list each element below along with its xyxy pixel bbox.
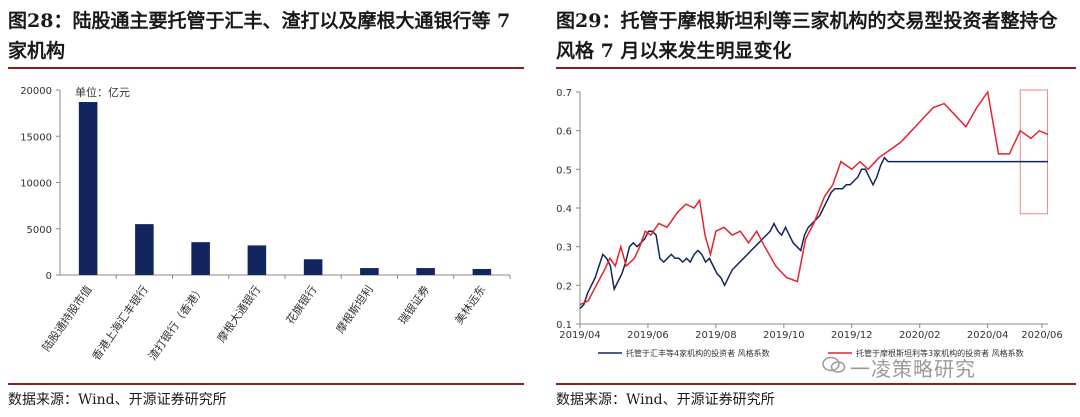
line-y-tick-label: 0.7 bbox=[556, 88, 572, 99]
right-title-rule bbox=[556, 67, 1076, 69]
line-x-tick-label: 2020/02 bbox=[899, 330, 941, 341]
bar bbox=[472, 268, 492, 275]
line-x-tick-label: 2019/10 bbox=[763, 330, 805, 341]
bar bbox=[191, 242, 210, 275]
bar-category-label: 渣打银行（香港） bbox=[145, 283, 207, 363]
line-x-tick-label: 2019/08 bbox=[695, 330, 737, 341]
line-x-tick-label: 2020/04 bbox=[967, 330, 1009, 341]
line-x-tick-label: 2019/06 bbox=[627, 330, 669, 341]
bar-category-label: 陆股通持股市值 bbox=[39, 283, 95, 354]
left-bottom-rule bbox=[8, 383, 524, 385]
wechat-logo-icon bbox=[822, 356, 846, 373]
line-x-tick-label: 2019/12 bbox=[831, 330, 873, 341]
right-chart-title: 图29：托管于摩根斯坦利等三家机构的交易型投资者整持仓风格 7 月以来发生明显变… bbox=[556, 10, 1058, 62]
bar bbox=[303, 259, 323, 275]
legend-label: 托管于汇丰等4家机构的投资者 风格系数 bbox=[626, 348, 770, 358]
bar bbox=[135, 224, 154, 275]
line-y-tick-label: 0.1 bbox=[556, 320, 572, 331]
bar bbox=[247, 245, 267, 275]
bar-y-tick-label: 15000 bbox=[20, 132, 52, 143]
bar-category-label: 花旗银行 bbox=[283, 283, 320, 327]
series-line-blue bbox=[579, 156, 1048, 310]
line-y-tick-label: 0.6 bbox=[556, 127, 572, 138]
left-title-rule bbox=[8, 67, 524, 69]
left-chart-title: 图28：陆股通主要托管于汇丰、渣打以及摩根大通银行等 7 家机构 bbox=[8, 10, 511, 62]
bar-category-label: 瑞银证券 bbox=[395, 283, 432, 327]
legend-label: 托管于摩根斯坦利等3家机构的投资者 风格系数 bbox=[856, 348, 1024, 358]
left-source-note: 数据来源：Wind、开源证券研究所 bbox=[8, 392, 227, 408]
bar-y-tick-label: 0 bbox=[46, 271, 52, 282]
bar-y-tick-label: 10000 bbox=[20, 179, 52, 190]
series-line-red bbox=[579, 90, 1049, 306]
right-chart-panel: 图29：托管于摩根斯坦利等三家机构的交易型投资者整持仓风格 7 月以来发生明显变… bbox=[548, 0, 1080, 417]
bar-category-label: 摩根大通银行 bbox=[214, 283, 263, 345]
right-bottom-rule bbox=[556, 383, 1076, 385]
bar bbox=[360, 268, 379, 275]
line-x-tick-label: 2020/06 bbox=[1021, 330, 1063, 341]
line-y-tick-label: 0.3 bbox=[556, 243, 572, 254]
bar bbox=[78, 102, 98, 276]
watermark-text: 一凌策略研究 bbox=[850, 357, 976, 381]
bar-category-label: 美林远东 bbox=[452, 283, 489, 327]
left-chart-panel: 图28：陆股通主要托管于汇丰、渣打以及摩根大通银行等 7 家机构 0 5000 10… bbox=[0, 0, 528, 417]
bar-category-label: 香港上海汇丰银行 bbox=[89, 283, 151, 363]
line-chart: 0.1 0.2 0.3 0.4 0.5 0.6 0.7 2019/04 2019/06 2019/… bbox=[556, 88, 1063, 358]
line-y-tick-label: 0.2 bbox=[556, 281, 572, 292]
right-source-note: 数据来源：Wind、开源证券研究所 bbox=[556, 392, 775, 408]
bar-y-tick-label: 20000 bbox=[20, 86, 52, 97]
bar-y-tick-label: 5000 bbox=[27, 225, 52, 236]
line-y-tick-label: 0.4 bbox=[556, 204, 572, 215]
bar-unit-label: 单位：亿元 bbox=[75, 85, 130, 99]
line-y-tick-label: 0.5 bbox=[556, 165, 572, 176]
bar bbox=[416, 268, 435, 275]
bar-chart: 0 5000 10000 15000 20000 单位：亿元陆股通持股市值香港上海汇丰银行… bbox=[20, 85, 511, 363]
bar-category-label: 摩根斯坦利 bbox=[333, 283, 376, 336]
line-x-tick-label: 2019/04 bbox=[559, 330, 601, 341]
highlight-box bbox=[1019, 89, 1048, 215]
